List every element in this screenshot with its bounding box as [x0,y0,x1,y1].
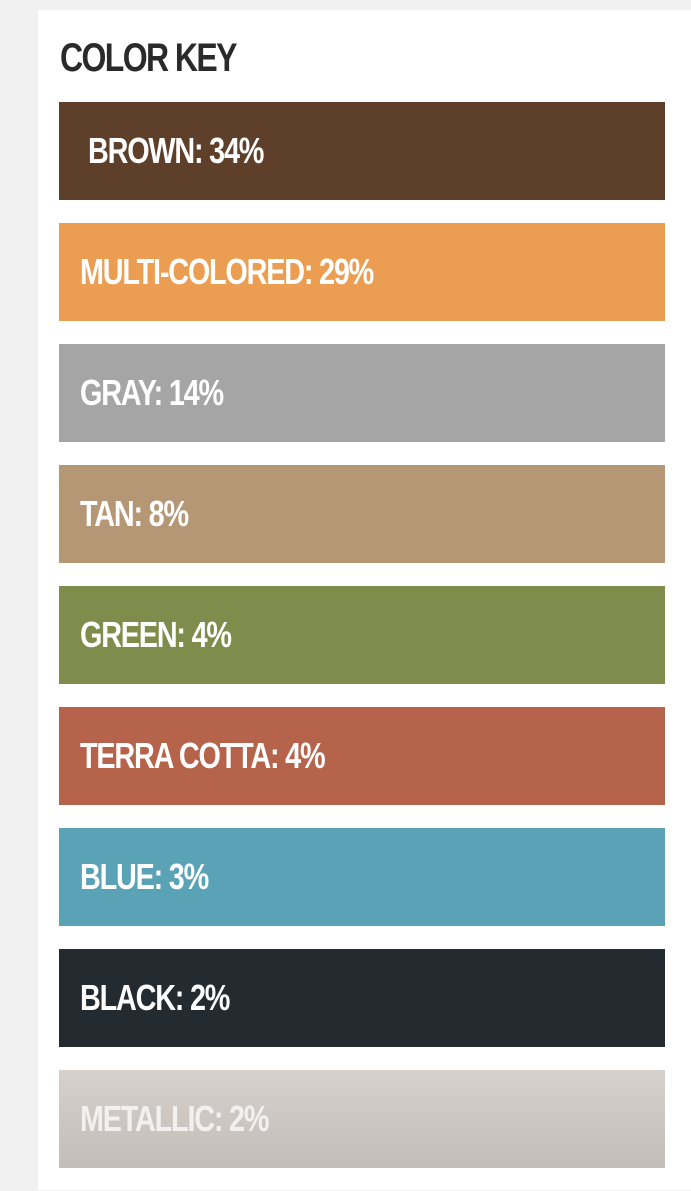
swatch-green: GREEN: 4% [59,586,665,684]
color-key-panel: COLOR KEY BROWN: 34% MULTI-COLORED: 29% … [38,10,691,1190]
swatch-label-terra-cotta: TERRA COTTA: 4% [80,735,326,776]
swatch-metallic: METALLIC: 2% [59,1070,665,1168]
swatch-brown: BROWN: 34% [59,102,665,200]
color-key-title: COLOR KEY [60,36,237,80]
swatch-gray: GRAY: 14% [59,344,665,442]
swatch-label-metallic: METALLIC: 2% [80,1098,269,1139]
swatch-label-multi-colored: MULTI-COLORED: 29% [80,251,374,292]
swatch-multi-colored: MULTI-COLORED: 29% [59,223,665,321]
swatch-blue: BLUE: 3% [59,828,665,926]
swatch-label-black: BLACK: 2% [80,977,230,1018]
swatch-tan: TAN: 8% [59,465,665,563]
swatch-label-brown: BROWN: 34% [88,130,264,171]
swatch-label-gray: GRAY: 14% [80,372,224,413]
swatch-terra-cotta: TERRA COTTA: 4% [59,707,665,805]
swatch-label-tan: TAN: 8% [80,493,189,534]
swatch-black: BLACK: 2% [59,949,665,1047]
swatch-label-blue: BLUE: 3% [80,856,209,897]
swatch-label-green: GREEN: 4% [80,614,232,655]
color-key-list: BROWN: 34% MULTI-COLORED: 29% GRAY: 14% … [59,102,665,1191]
